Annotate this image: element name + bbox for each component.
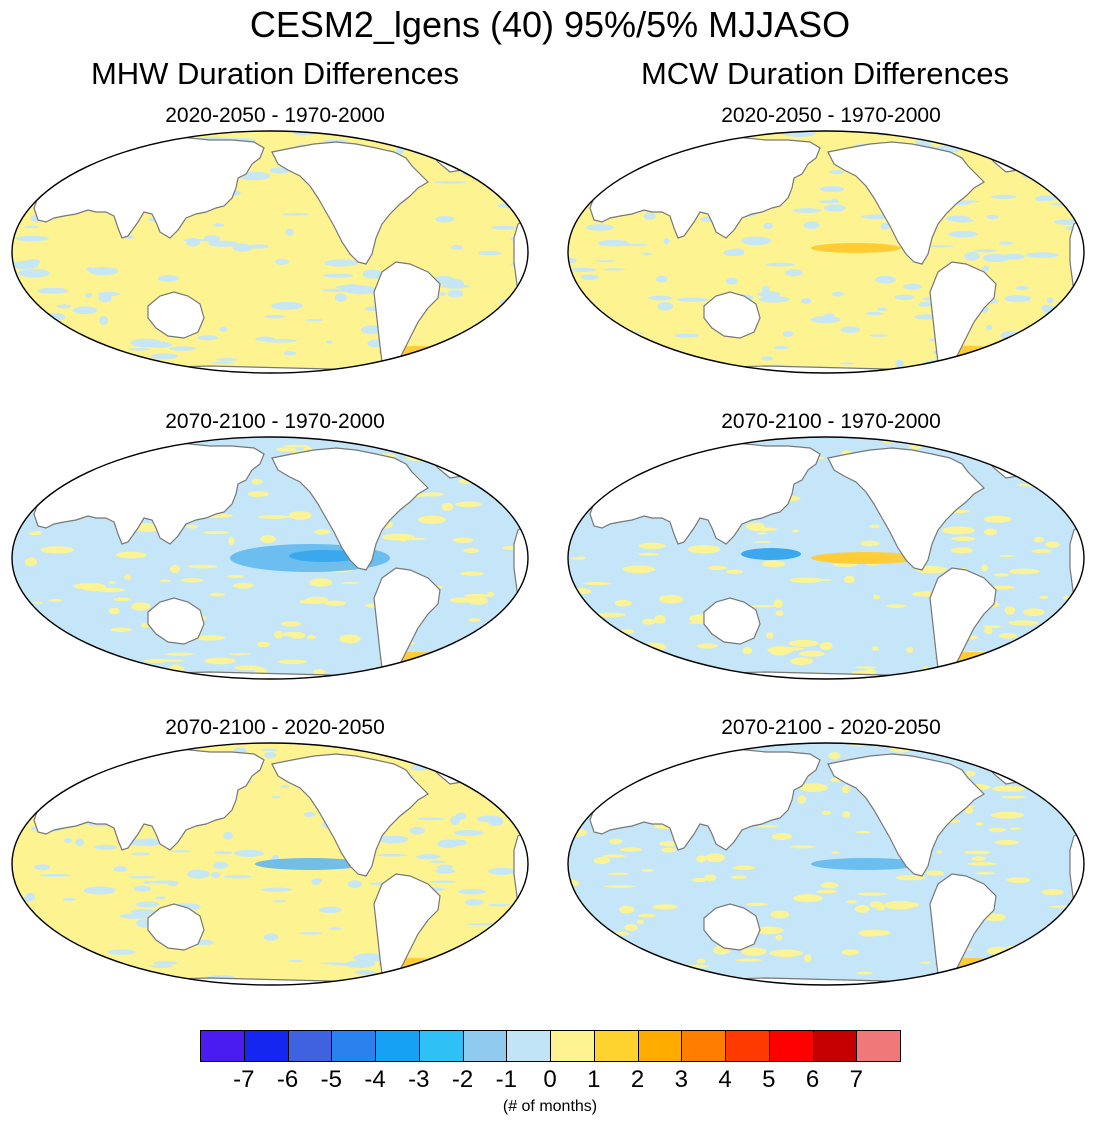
colorbar-swatch — [725, 1030, 770, 1062]
colorbar-tick-label: 3 — [674, 1066, 688, 1093]
colorbar-swatch — [812, 1030, 858, 1062]
map-panel: 2070-2100 - 2020-2050 — [10, 716, 540, 988]
colorbar — [200, 1030, 901, 1062]
colorbar-swatch — [462, 1030, 508, 1062]
world-map — [567, 742, 1085, 986]
colorbar-swatch — [593, 1030, 639, 1062]
colorbar-swatch — [856, 1030, 901, 1062]
panel-title: 2070-2100 - 1970-2000 — [165, 410, 385, 433]
colorbar-tick-label: -3 — [408, 1066, 430, 1093]
colorbar-tick-label: 7 — [849, 1066, 863, 1093]
map-panel: 2020-2050 - 1970-2000 — [566, 104, 1096, 376]
panel-title: 2020-2050 - 1970-2000 — [165, 104, 385, 127]
world-map — [567, 130, 1085, 374]
colorbar-tick-label: -4 — [364, 1066, 386, 1093]
map-panel: 2020-2050 - 1970-2000 — [10, 104, 540, 376]
colorbar-tick-label: 0 — [543, 1066, 557, 1093]
colorbar-tick-label: 5 — [762, 1066, 776, 1093]
colorbar-swatch — [637, 1030, 683, 1062]
panel-title: 2070-2100 - 2020-2050 — [165, 716, 385, 739]
colorbar-units-label: (# of months) — [502, 1098, 598, 1115]
figure-title: CESM2_lgens (40) 95%/5% MJJASO — [249, 4, 851, 45]
world-map — [11, 742, 529, 986]
panel-title: 2020-2050 - 1970-2000 — [721, 104, 941, 127]
colorbar-swatch — [768, 1030, 814, 1062]
colorbar-tick-label: -5 — [320, 1066, 342, 1093]
colorbar-tick-label: -2 — [451, 1066, 474, 1093]
colorbar-tick-label: -1 — [495, 1066, 517, 1093]
colorbar-tick-label: -7 — [233, 1066, 255, 1093]
colorbar-swatch — [681, 1030, 726, 1062]
map-panel: 2070-2100 - 1970-2000 — [566, 410, 1096, 682]
colorbar-swatch — [331, 1030, 376, 1062]
map-panel: 2070-2100 - 2020-2050 — [566, 716, 1096, 988]
world-map — [11, 436, 529, 680]
column-title-mcw: MCW Duration Differences — [640, 56, 1010, 91]
colorbar-tick-label: 2 — [630, 1066, 645, 1093]
colorbar-swatch — [550, 1030, 595, 1062]
colorbar-tick-label: 4 — [718, 1066, 732, 1093]
colorbar-swatch — [375, 1030, 420, 1062]
colorbar-swatch — [506, 1030, 551, 1062]
world-map — [567, 436, 1085, 680]
column-title-mhw: MHW Duration Differences — [90, 56, 460, 91]
panel-title: 2070-2100 - 2020-2050 — [721, 716, 941, 739]
colorbar-tick-label: 1 — [587, 1066, 601, 1093]
panel-title: 2070-2100 - 1970-2000 — [721, 410, 941, 433]
colorbar-tick-label: 6 — [805, 1066, 820, 1093]
colorbar-swatch — [243, 1030, 289, 1062]
colorbar-swatch — [287, 1030, 333, 1062]
colorbar-tick-label: -6 — [276, 1066, 299, 1093]
world-map — [11, 130, 529, 374]
colorbar-swatch — [200, 1030, 245, 1062]
map-panel: 2070-2100 - 1970-2000 — [10, 410, 540, 682]
colorbar-swatch — [418, 1030, 464, 1062]
